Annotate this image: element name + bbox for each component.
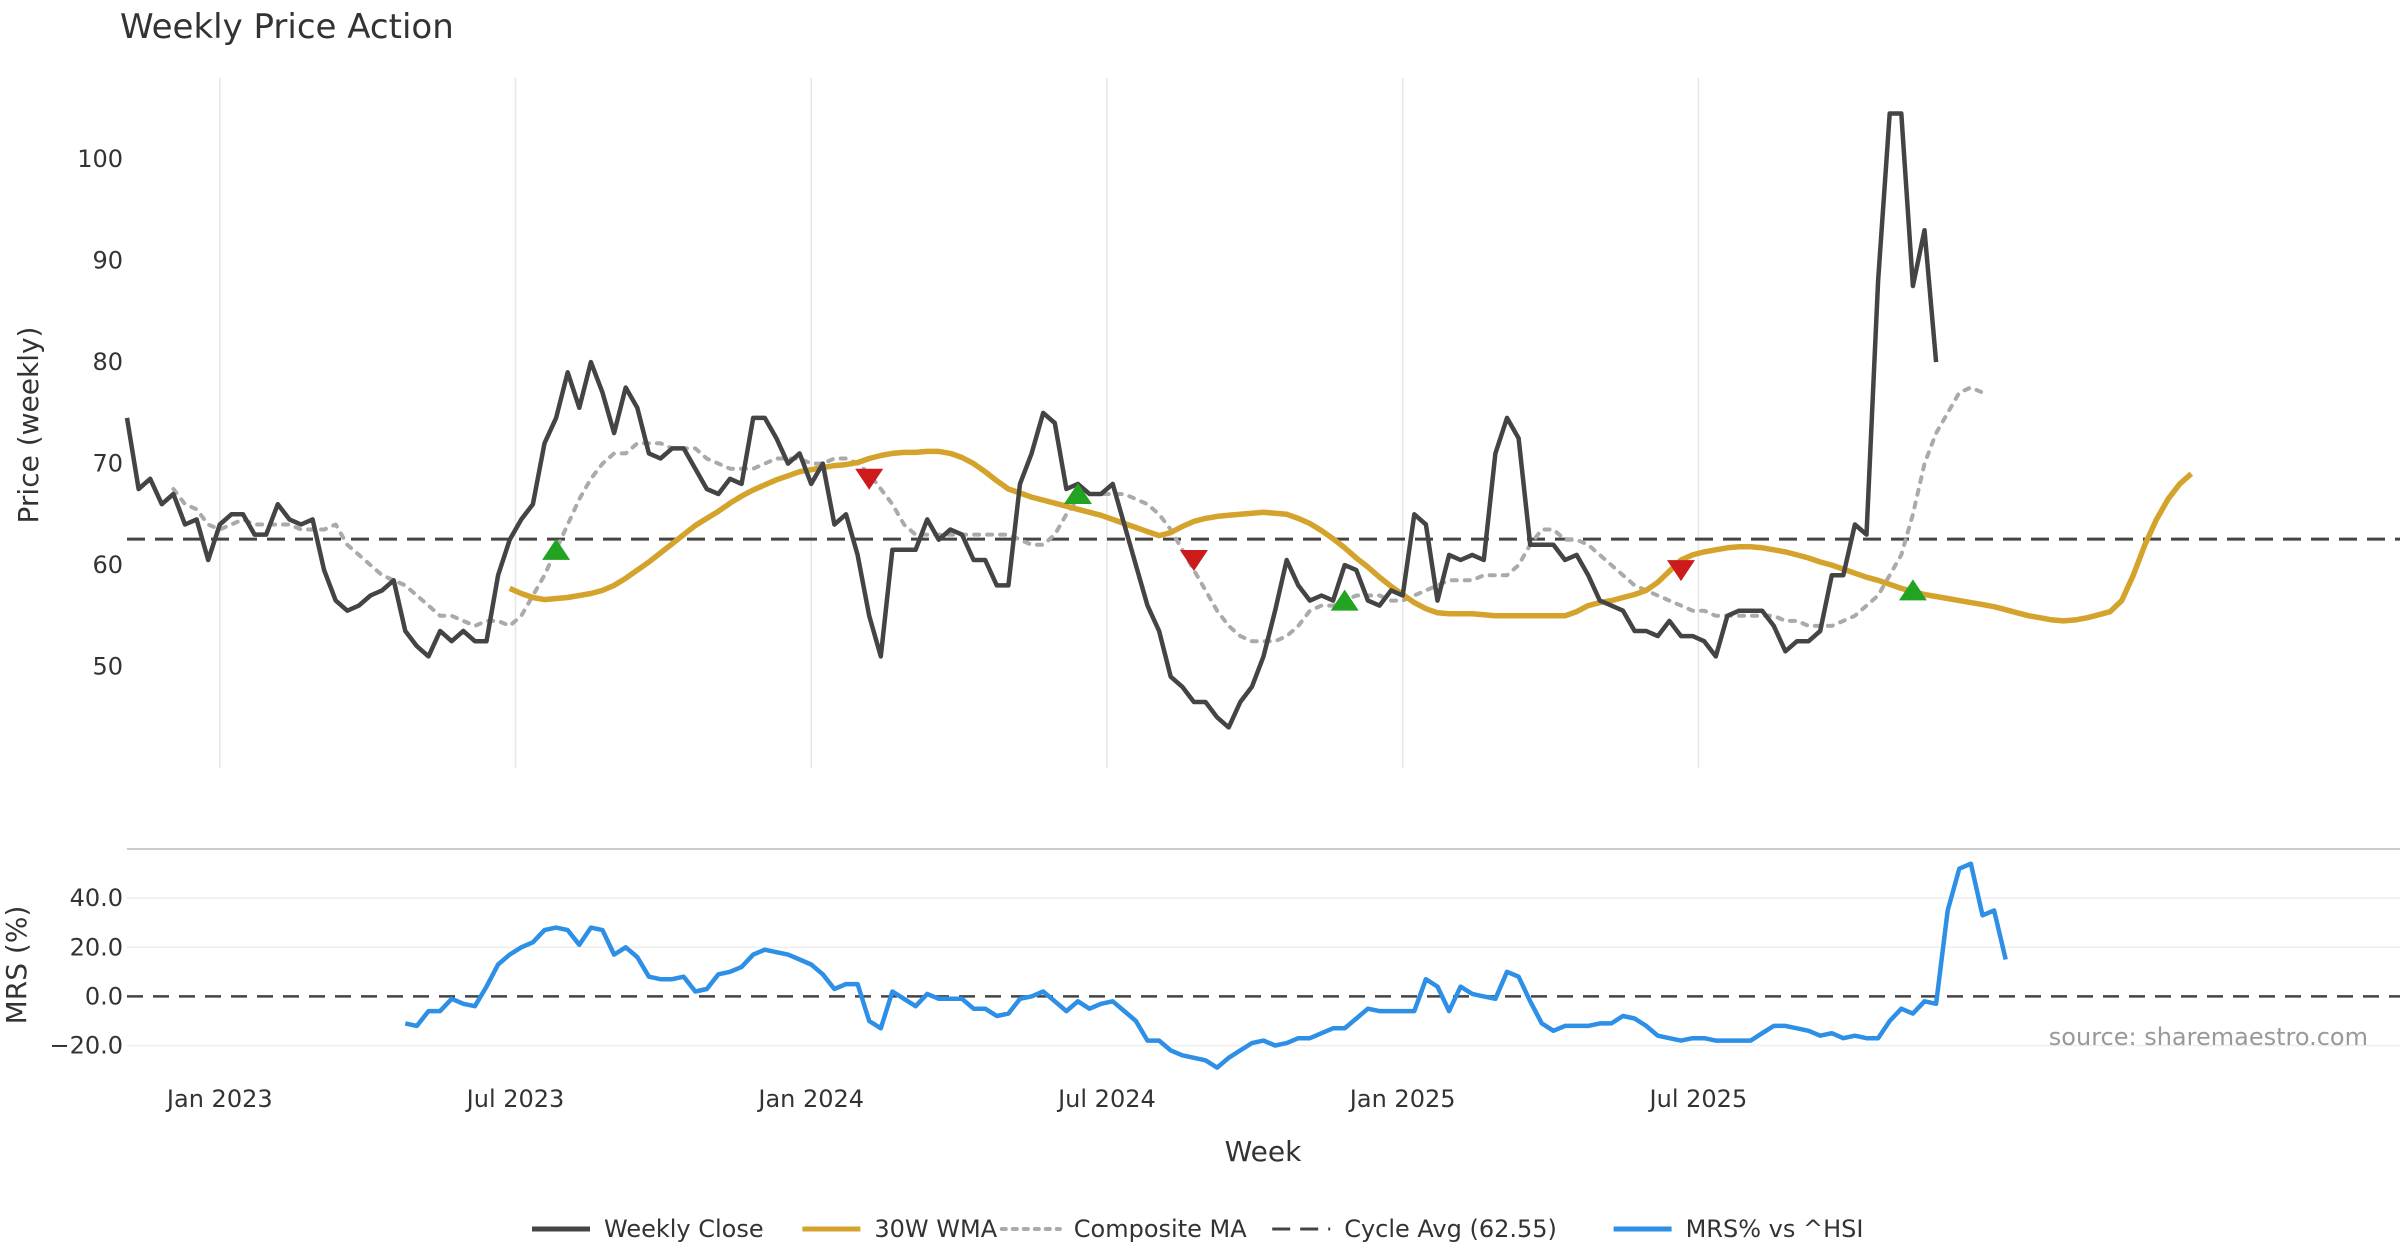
x-tick-label: Jan 2025	[1348, 1085, 1456, 1113]
source-annotation: source: sharemaestro.com	[2049, 1023, 2368, 1051]
mrs-y-ticks: 40.0 20.0 0.0 −20.0	[49, 884, 123, 1059]
price-panel: 50 60 70 80 90 100 Price (weekly)	[12, 78, 2400, 768]
legend-item: MRS% vs ^HSI	[1613, 1215, 1864, 1243]
legend-item: 30W WMA	[802, 1215, 998, 1243]
price-y-tick-label: 90	[92, 247, 123, 275]
mrs-panel: 40.0 20.0 0.0 −20.0 MRS (%) source: sharema…	[0, 861, 2400, 1070]
mrs-gridlines	[127, 897, 2400, 1047]
price-y-tick-label: 70	[92, 450, 123, 478]
sell-signal-marker	[1179, 549, 1208, 571]
price-y-tick-label: 80	[92, 348, 123, 376]
x-tick-label: Jan 2024	[756, 1085, 864, 1113]
legend-label: Weekly Close	[604, 1215, 764, 1243]
series-composite-ma	[171, 385, 1985, 644]
x-tick-label: Jul 2024	[1056, 1085, 1156, 1113]
x-tick-label: Jul 2025	[1648, 1085, 1748, 1113]
legend-label: MRS% vs ^HSI	[1686, 1215, 1864, 1243]
mrs-y-tick-label: 0.0	[85, 982, 123, 1010]
chart-title: Weekly Price Action	[120, 7, 454, 47]
legend-label: Composite MA	[1074, 1215, 1247, 1243]
buy-signal-marker	[1063, 483, 1092, 505]
legend-item: Composite MA	[999, 1215, 1247, 1243]
legend-label: Cycle Avg (62.55)	[1344, 1215, 1557, 1243]
x-axis-label: Week	[1225, 1135, 1302, 1168]
x-tick-label: Jul 2023	[465, 1085, 565, 1113]
legend-item: Cycle Avg (62.55)	[1272, 1215, 1557, 1243]
legend: Weekly Close 30W WMA Composite MA Cycle Avg…	[532, 1215, 1863, 1243]
price-y-tick-label: 60	[92, 551, 123, 579]
sell-signal-marker	[855, 468, 884, 490]
price-series	[124, 111, 2194, 730]
price-y-tick-label: 100	[77, 145, 123, 173]
x-axis-ticks: Jan 2023 Jul 2023 Jan 2024 Jul 2024 Jan 2025…	[165, 1085, 1747, 1113]
price-gridlines	[219, 78, 1700, 768]
sell-signal-marker	[1666, 560, 1695, 582]
mrs-y-tick-label: 40.0	[70, 884, 123, 912]
price-y-axis-label: Price (weekly)	[12, 327, 45, 524]
buy-signal-marker	[542, 538, 571, 560]
signal-markers	[542, 468, 1927, 611]
price-y-tick-label: 50	[92, 653, 123, 681]
series-30w-wma	[508, 448, 2194, 624]
buy-signal-marker	[1330, 589, 1359, 611]
price-y-ticks: 50 60 70 80 90 100	[77, 145, 123, 680]
mrs-series	[404, 861, 2008, 1070]
mrs-y-tick-label: 20.0	[70, 933, 123, 961]
mrs-y-tick-label: −20.0	[49, 1032, 123, 1060]
legend-item: Weekly Close	[532, 1215, 764, 1243]
series-weekly-close	[124, 111, 1939, 730]
legend-label: 30W WMA	[874, 1215, 997, 1243]
mrs-y-axis-label: MRS (%)	[0, 906, 33, 1025]
buy-signal-marker	[1898, 579, 1927, 601]
series-mrs-vs-hsi	[404, 861, 2008, 1070]
x-tick-label: Jan 2023	[165, 1085, 273, 1113]
